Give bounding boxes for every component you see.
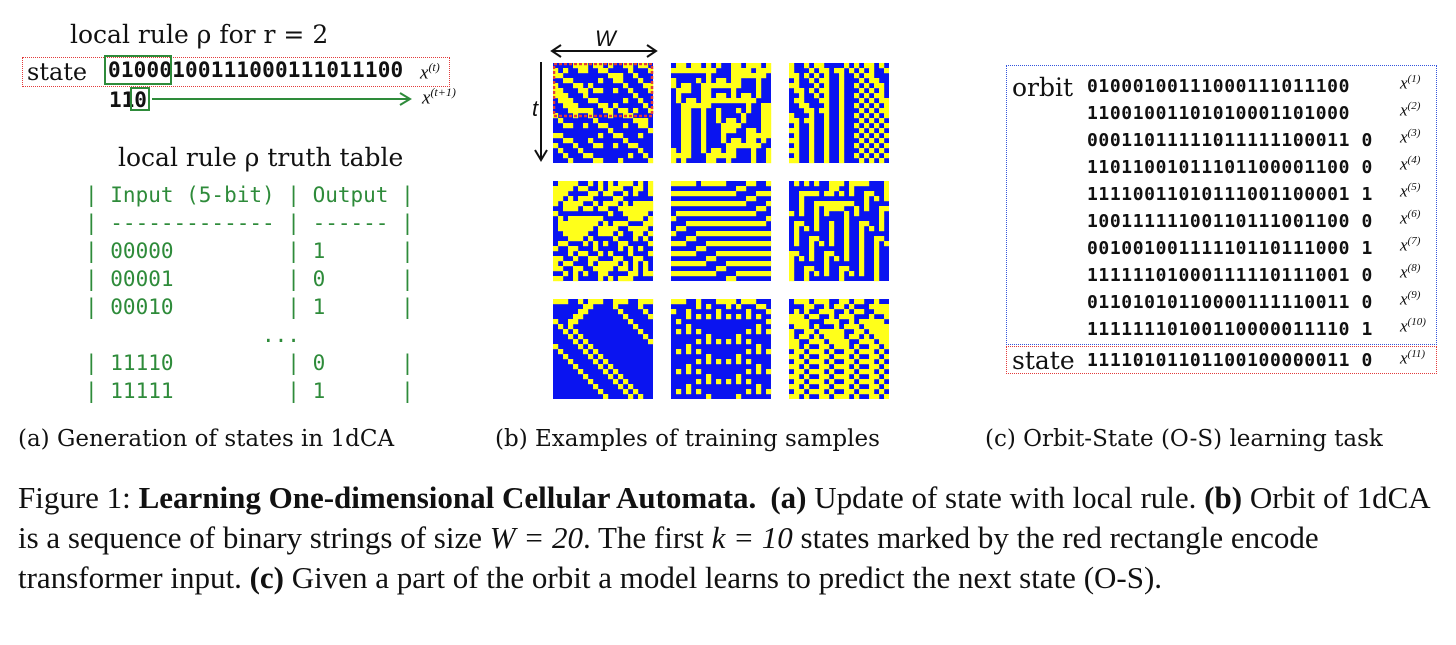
time-label: t — [532, 96, 539, 121]
time-arrow-icon — [534, 62, 548, 162]
caption-b: (b) Examples of training samples — [495, 426, 880, 452]
width-arrow-icon — [550, 44, 658, 58]
truth-table-row: | 00001 | 0 | — [85, 267, 414, 291]
state-bits: 01000100111000111011100 — [108, 58, 404, 82]
orbit-row-bits: 11111101000111110111001 0 — [1087, 265, 1373, 286]
sample-grid — [553, 299, 654, 399]
orbit-label: orbit — [1012, 73, 1074, 102]
orbit-row-variable: x(10) — [1400, 316, 1426, 336]
truth-table-row: | 00010 | 1 | — [85, 295, 414, 319]
orbit-row-variable: x(5) — [1400, 181, 1421, 201]
truth-table-row: | 11110 | 0 | — [85, 351, 414, 375]
truth-table-row: | 00000 | 1 | — [85, 239, 414, 263]
target-state-box — [1006, 346, 1437, 374]
width-label: W — [595, 26, 616, 51]
orbit-row-bits: 00011011111011111100011 0 — [1087, 130, 1373, 151]
truth-table-title: local rule ρ truth table — [118, 143, 404, 172]
target-state-bits: 11110101101100100000011 0 — [1087, 350, 1373, 371]
orbit-row-variable: x(6) — [1400, 208, 1421, 228]
orbit-row-variable: x(1) — [1400, 73, 1421, 93]
orbit-row-variable: x(3) — [1400, 127, 1421, 147]
orbit-row-variable: x(2) — [1400, 100, 1421, 120]
truth-table-row: | ------------- | ------ | — [85, 211, 414, 235]
truth-table-row: | 11111 | 1 | — [85, 379, 414, 403]
panel-a-title: local rule ρ for r = 2 — [70, 20, 329, 49]
sample-grid — [553, 63, 654, 164]
sample-grid — [789, 63, 889, 164]
state-variable: x(t) — [420, 60, 440, 84]
arrow-right-icon — [152, 92, 412, 106]
target-state-variable: x(11) — [1400, 348, 1426, 368]
rule-window-box — [104, 55, 172, 85]
output-cell-box — [130, 87, 150, 111]
orbit-row-variable: x(7) — [1400, 235, 1421, 255]
orbit-row-bits: 11110011010111001100001 1 — [1087, 184, 1373, 205]
orbit-row-variable: x(8) — [1400, 262, 1421, 282]
caption-c: (c) Orbit-State (O-S) learning task — [985, 426, 1383, 452]
state-highlight-box — [22, 57, 450, 87]
next-state-variable: x(t+1) — [422, 85, 456, 109]
output-bits: 110 — [109, 88, 147, 112]
orbit-row-bits: 00100100111110110111000 1 — [1087, 238, 1373, 259]
target-state-label: state — [1012, 346, 1075, 375]
sample-grid — [789, 299, 889, 399]
orbit-row-variable: x(4) — [1400, 154, 1421, 174]
training-samples-grid — [553, 63, 889, 399]
orbit-row-bits: 11111110100110000011110 1 — [1087, 319, 1373, 340]
sample-grid — [671, 299, 772, 399]
orbit-row-bits: 11011001011101100001100 0 — [1087, 157, 1373, 178]
orbit-row-bits: 11001001101010001101000 — [1087, 103, 1351, 124]
figure-caption: Figure 1: Learning One-dimensional Cellu… — [18, 480, 1429, 595]
sample-grid — [553, 181, 654, 282]
orbit-row-bits: 10011111100110111001100 0 — [1087, 211, 1373, 232]
orbit-box — [1006, 65, 1437, 345]
orbit-row-variable: x(9) — [1400, 289, 1421, 309]
state-label: state — [27, 58, 88, 86]
orbit-row-bits: 01101010110000111110011 0 — [1087, 292, 1373, 313]
sample-grid — [671, 63, 772, 164]
sample-grid — [789, 181, 889, 282]
orbit-row-bits: 01000100111000111011100 — [1087, 76, 1351, 97]
sample-grid — [671, 181, 772, 282]
truth-table-row: ... — [85, 323, 300, 347]
truth-table-row: | Input (5-bit) | Output | — [85, 183, 414, 207]
caption-a: (a) Generation of states in 1dCA — [18, 426, 395, 452]
